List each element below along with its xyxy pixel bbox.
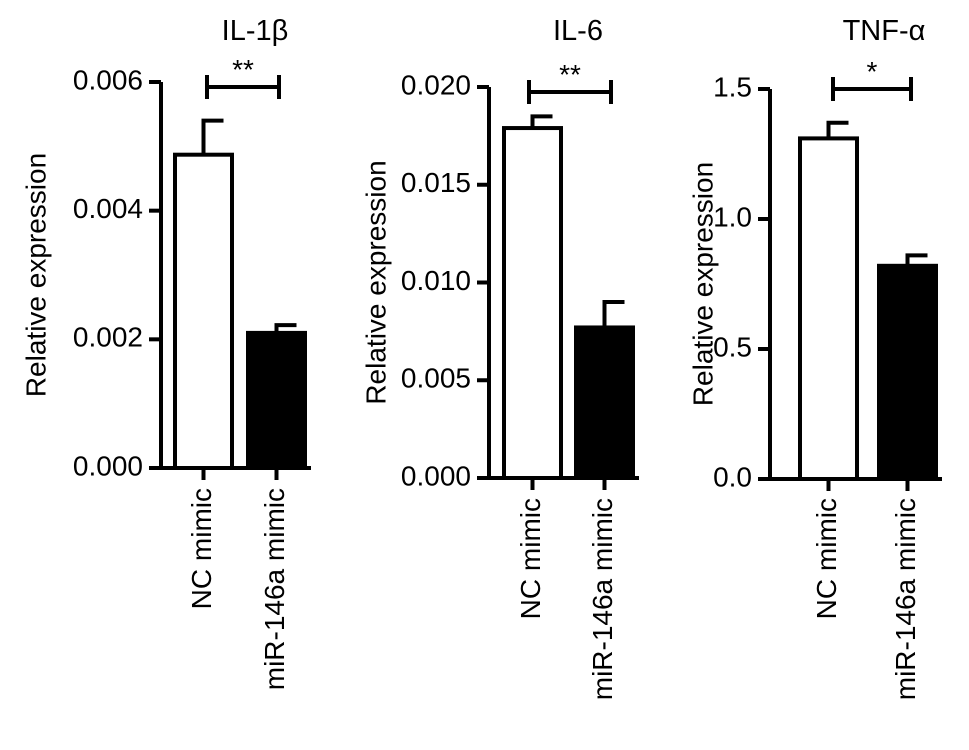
bar-mir-146a-mimic	[877, 263, 938, 481]
chart-title: IL-6	[553, 15, 603, 47]
chart-panel-3: TNF-α Relative expression 0.0 0.5 1.0 1.5 NC m…	[687, 15, 942, 700]
y-axis-label: Relative expression	[360, 160, 391, 404]
category-label: miR-146a mimic	[259, 488, 290, 690]
bar-nc-mimic	[502, 126, 563, 480]
y-tick-label: 0.000	[401, 460, 471, 491]
y-tick-label: 0.0	[713, 461, 752, 492]
category-label: NC mimic	[811, 498, 842, 619]
y-tick-label: 0.015	[401, 167, 471, 198]
bar-mir-146a-mimic	[574, 325, 635, 480]
y-tick-label: 0.004	[73, 193, 143, 224]
y-axis-label: Relative expression	[687, 162, 718, 406]
category-label: miR-146a mimic	[890, 498, 921, 700]
bar-mir-146a-mimic	[246, 330, 307, 470]
y-tick-label: 0.002	[73, 322, 143, 353]
chart-panel-1: IL-1β Relative expression 0.000 0.002 0.004 0…	[20, 15, 311, 690]
y-tick-label: 0.005	[401, 363, 471, 394]
bar-nc-mimic	[173, 152, 234, 471]
y-tick-label: 0.5	[713, 331, 752, 362]
y-tick-label: 0.010	[401, 265, 471, 296]
significance-label: **	[232, 54, 254, 85]
category-label: NC mimic	[186, 488, 217, 609]
y-tick-label: 0.020	[401, 69, 471, 100]
bar-nc-mimic	[798, 136, 859, 481]
chart-panel-2: IL-6 Relative expression 0.000 0.005 0.010 0.…	[360, 15, 639, 700]
category-label: NC mimic	[515, 498, 546, 619]
chart-title: TNF-α	[843, 15, 926, 47]
y-tick-label: 1.5	[713, 71, 752, 102]
significance-label: *	[867, 56, 878, 87]
y-tick-label: 1.0	[713, 201, 752, 232]
y-axis-label: Relative expression	[20, 153, 51, 397]
chart-title: IL-1β	[222, 15, 289, 47]
category-label: miR-146a mimic	[587, 498, 618, 700]
y-tick-label: 0.000	[73, 450, 143, 481]
significance-label: **	[559, 59, 581, 90]
y-tick-label: 0.006	[73, 64, 143, 95]
